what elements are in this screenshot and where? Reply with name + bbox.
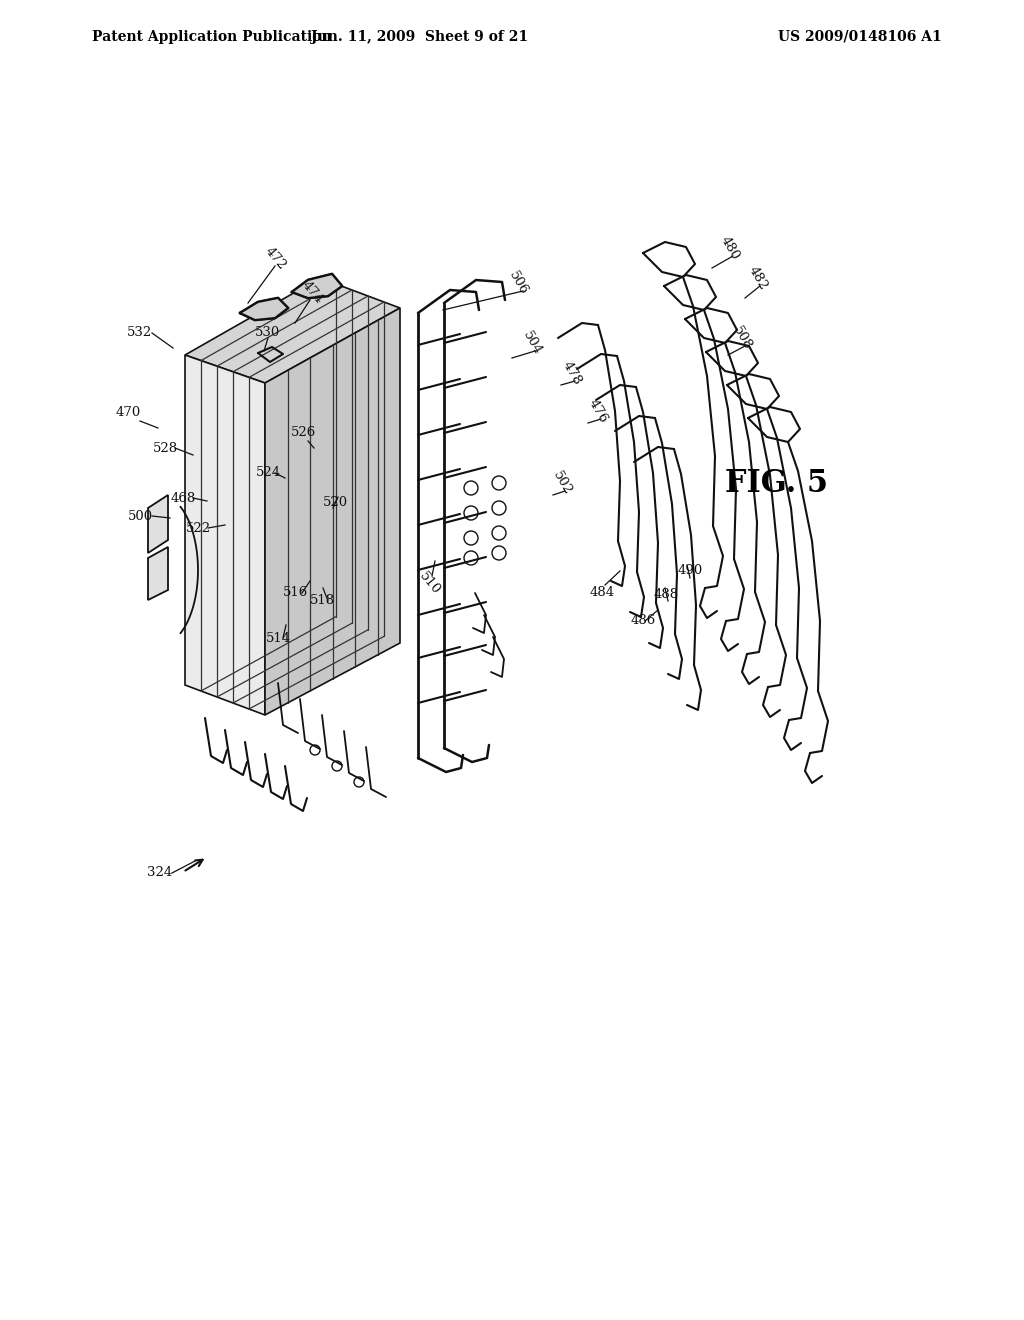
Text: 324: 324 [147, 866, 173, 879]
Text: 530: 530 [255, 326, 281, 338]
Text: 502: 502 [550, 469, 573, 498]
Text: FIG. 5: FIG. 5 [725, 467, 828, 499]
Polygon shape [265, 308, 400, 715]
Text: 482: 482 [746, 264, 770, 292]
Text: 522: 522 [185, 521, 211, 535]
Text: 488: 488 [653, 589, 679, 602]
Text: 524: 524 [255, 466, 281, 479]
Text: 520: 520 [323, 496, 347, 510]
Text: 508: 508 [730, 323, 754, 352]
Text: 514: 514 [265, 631, 291, 644]
Text: 528: 528 [153, 441, 177, 454]
Text: 486: 486 [631, 615, 655, 627]
Text: US 2009/0148106 A1: US 2009/0148106 A1 [778, 30, 942, 44]
Text: 484: 484 [590, 586, 614, 599]
Text: 470: 470 [116, 407, 140, 420]
Polygon shape [148, 495, 168, 553]
Text: 480: 480 [718, 234, 742, 263]
Text: 526: 526 [291, 426, 315, 440]
Text: 500: 500 [127, 510, 153, 523]
Text: 472: 472 [262, 244, 288, 272]
Text: 506: 506 [506, 269, 530, 297]
Text: 476: 476 [586, 397, 610, 425]
Text: 518: 518 [309, 594, 335, 607]
Text: 510: 510 [417, 569, 443, 597]
Polygon shape [240, 298, 288, 319]
Text: 532: 532 [127, 326, 153, 339]
Polygon shape [185, 355, 265, 715]
Text: 474: 474 [299, 279, 325, 306]
Text: 516: 516 [283, 586, 307, 599]
Text: 490: 490 [677, 565, 702, 578]
Text: 468: 468 [170, 491, 196, 504]
Polygon shape [292, 275, 342, 298]
Text: 504: 504 [520, 329, 544, 358]
Polygon shape [148, 546, 168, 601]
Text: 478: 478 [560, 359, 584, 387]
Text: Patent Application Publication: Patent Application Publication [92, 30, 332, 44]
Polygon shape [185, 279, 400, 383]
Text: Jun. 11, 2009  Sheet 9 of 21: Jun. 11, 2009 Sheet 9 of 21 [311, 30, 528, 44]
